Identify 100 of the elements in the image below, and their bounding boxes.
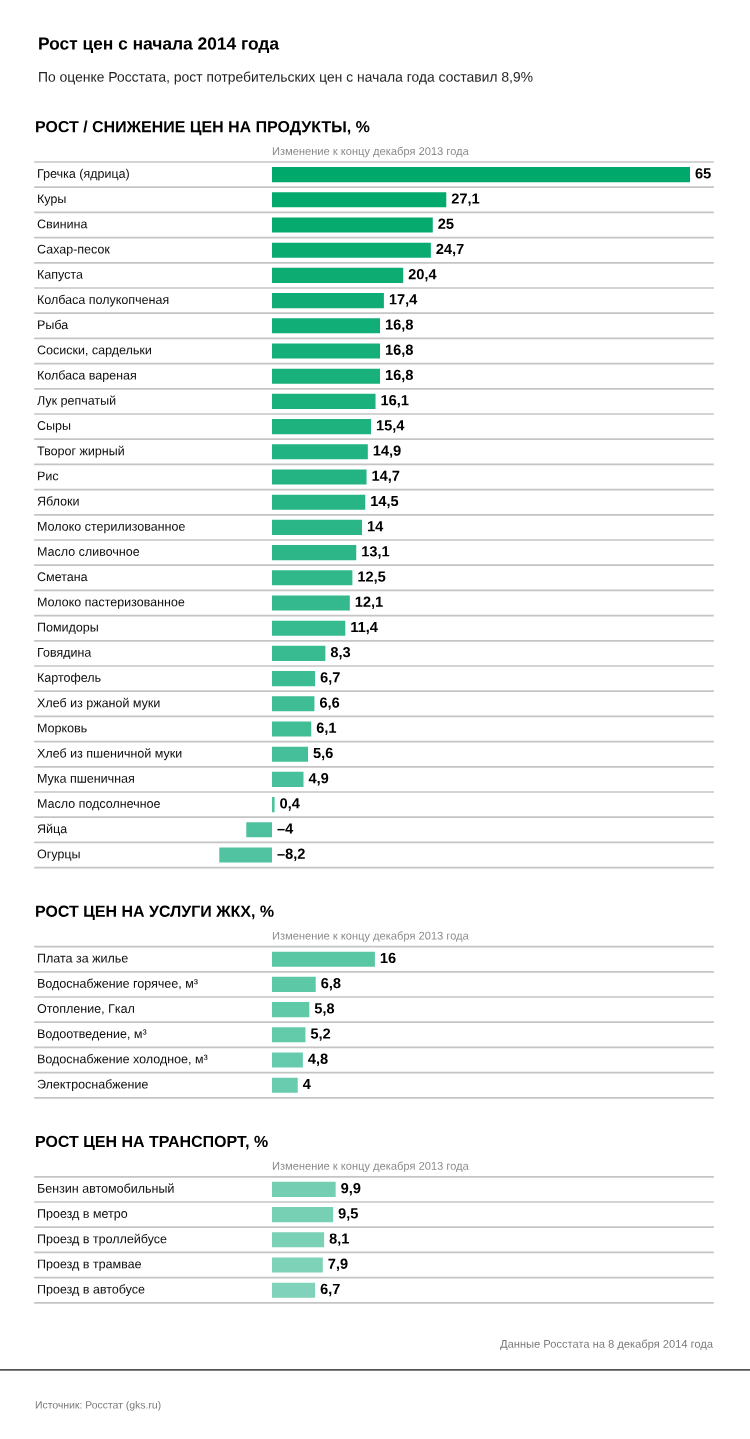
chart-title: РОСТ / СНИЖЕНИЕ ЦЕН НА ПРОДУКТЫ, % xyxy=(36,120,370,136)
data-label: 8,1 xyxy=(329,1233,349,1246)
data-label: 6,1 xyxy=(316,722,337,736)
bar xyxy=(272,1052,303,1068)
data-label: 0,4 xyxy=(280,798,300,811)
y-tick-label: Картофель xyxy=(38,672,101,685)
chart-subtitle: Изменение к концу декабря 2013 года xyxy=(272,931,469,942)
y-tick-label: Бензин автомобильный xyxy=(38,1183,174,1193)
bar xyxy=(272,1027,306,1043)
y-tick-label: Проезд в троллейбусе xyxy=(38,1233,167,1246)
y-tick-label: Хлеб из пшеничной муки xyxy=(37,748,182,761)
bar xyxy=(272,595,350,611)
data-label: 5,2 xyxy=(310,1028,331,1041)
y-tick-label: Плата за жилье xyxy=(38,953,128,963)
data-label: 4,9 xyxy=(308,772,329,786)
data-label: 4 xyxy=(302,1078,311,1089)
data-label: 16 xyxy=(380,952,396,964)
y-tick-label: Свинина xyxy=(37,219,88,229)
text: По оценке Росстата, рост потребительских цен с начала года составил 8,9% xyxy=(39,71,533,85)
y-tick-label: Гречка (ядрица) xyxy=(38,168,129,181)
bar xyxy=(272,976,316,992)
bar xyxy=(272,721,312,737)
y-tick-label: Водоснабжение горячее, м³ xyxy=(38,978,198,991)
chart-subtitle: Изменение к концу декабря 2013 года xyxy=(272,146,469,158)
data-label: 16,8 xyxy=(385,344,413,358)
data-label: 5,6 xyxy=(313,747,333,761)
bar xyxy=(272,545,357,561)
y-tick-label: Куры xyxy=(38,194,66,206)
data-label: 15,4 xyxy=(376,420,405,433)
y-tick-label: Капуста xyxy=(38,270,83,282)
bar xyxy=(272,1207,334,1223)
data-label: 9,5 xyxy=(338,1208,358,1221)
text: Данные Росстата на 8 декабря 2014 года xyxy=(500,1339,714,1351)
bar xyxy=(272,1002,310,1018)
bar xyxy=(272,1257,323,1273)
y-tick-label: Колбаса полукопченая xyxy=(38,294,169,307)
data-label: 12,5 xyxy=(358,571,386,584)
data-label: 12,1 xyxy=(355,596,383,610)
bar xyxy=(272,1077,298,1093)
data-label: 11,4 xyxy=(351,621,378,635)
data-label: 14,5 xyxy=(371,495,399,509)
bar xyxy=(272,671,316,687)
data-label: 14 xyxy=(367,521,384,532)
y-tick-label: Проезд в автобусе xyxy=(38,1284,145,1297)
data-label: 8,3 xyxy=(330,646,351,660)
y-tick-label: Отопление, Гкал xyxy=(37,1004,134,1015)
data-label: 27,1 xyxy=(451,193,480,206)
data-label: 14,7 xyxy=(372,470,400,484)
bar xyxy=(272,1282,316,1298)
data-label: 25 xyxy=(438,218,454,229)
bar xyxy=(272,519,363,535)
data-label: 65 xyxy=(695,168,711,179)
y-tick-label: Электроснабжение xyxy=(37,1079,148,1092)
y-tick-label: Яйца xyxy=(37,823,68,836)
bar xyxy=(272,645,326,661)
bar xyxy=(272,192,447,208)
bar xyxy=(272,1232,325,1248)
chart-title: РОСТ ЦЕН НА ТРАНСПОРТ, % xyxy=(36,1135,268,1151)
data-label: 6,6 xyxy=(319,697,340,710)
data-label: –4 xyxy=(277,823,294,834)
y-tick-label: Масло подсолнечное xyxy=(38,799,160,811)
y-tick-label: Хлеб из ржаной муки xyxy=(37,697,160,710)
y-tick-label: Водоснабжение холодное, м³ xyxy=(38,1054,208,1066)
bar xyxy=(272,771,304,787)
y-tick-label: Говядина xyxy=(38,648,92,660)
bar xyxy=(272,343,381,359)
y-tick-label: Огурцы xyxy=(37,849,80,861)
y-tick-label: Лук репчатый xyxy=(37,395,116,408)
data-label: 6,7 xyxy=(320,672,340,685)
data-label: 6,8 xyxy=(321,977,341,991)
y-tick-label: Масло сливочное xyxy=(38,547,140,556)
y-tick-label: Творог жирный xyxy=(37,445,124,458)
text: Рост цен с начала 2014 года xyxy=(39,37,280,53)
chart-title: РОСТ ЦЕН НА УСЛУГИ ЖКХ, % xyxy=(36,905,274,920)
y-tick-label: Молоко пастеризованное xyxy=(38,597,185,609)
data-label: 9,9 xyxy=(341,1182,361,1196)
bar xyxy=(272,746,309,762)
bar xyxy=(272,318,381,334)
data-label: 24,7 xyxy=(436,243,464,257)
y-tick-label: Помидоры xyxy=(38,622,98,635)
bar xyxy=(272,419,372,435)
y-tick-label: Колбаса вареная xyxy=(38,370,136,383)
bar xyxy=(272,368,381,384)
bar xyxy=(272,620,346,636)
bar xyxy=(272,393,376,409)
y-tick-label: Водоотведение, м³ xyxy=(38,1029,147,1041)
data-label: 7,9 xyxy=(328,1258,348,1272)
data-label: 4,8 xyxy=(308,1053,328,1067)
data-label: 20,4 xyxy=(408,268,437,282)
bar xyxy=(272,696,315,712)
bar xyxy=(272,267,404,283)
y-tick-label: Проезд в трамвае xyxy=(38,1259,141,1271)
y-tick-label: Яблоки xyxy=(37,496,79,506)
bar xyxy=(272,494,366,510)
bar xyxy=(272,444,368,460)
y-tick-label: Мука пшеничная xyxy=(38,774,134,786)
bar xyxy=(272,217,433,233)
bar xyxy=(272,797,275,813)
data-label: 16,1 xyxy=(381,394,409,408)
bar xyxy=(272,167,690,183)
